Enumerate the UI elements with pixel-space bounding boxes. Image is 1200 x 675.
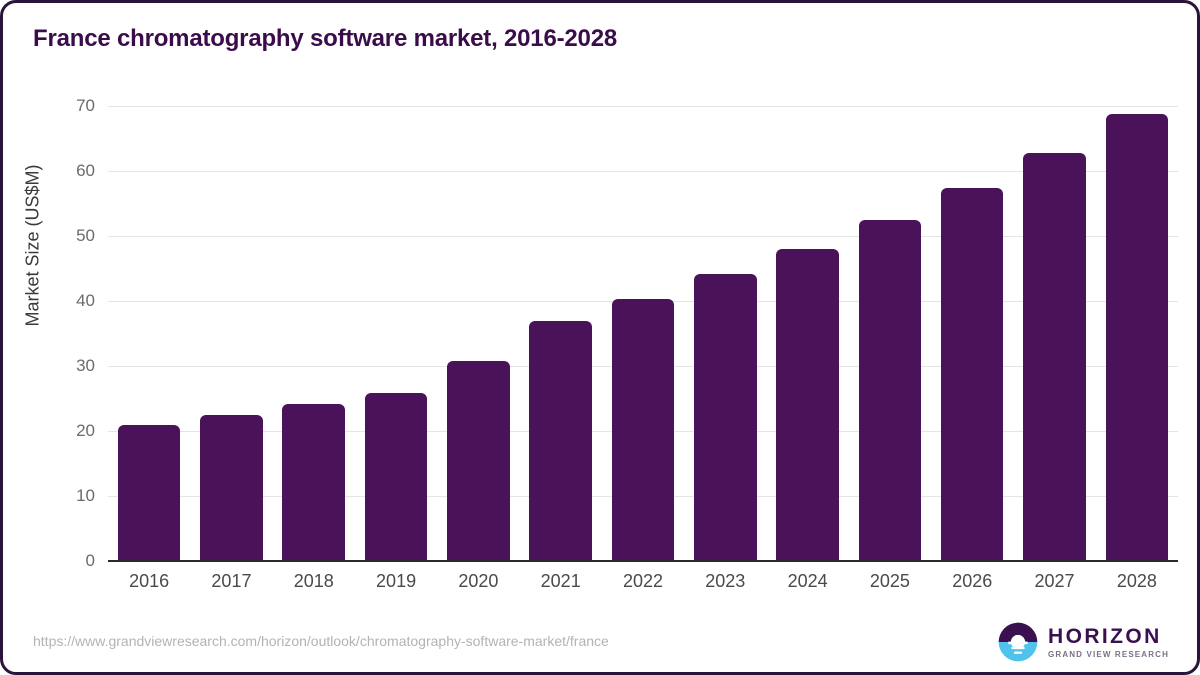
bar[interactable] <box>694 274 757 561</box>
horizon-logo[interactable]: HORIZON GRAND VIEW RESEARCH <box>997 621 1169 663</box>
y-axis-tick-label: 70 <box>76 96 95 115</box>
bar-slot <box>520 106 602 561</box>
x-axis-tick-label: 2022 <box>622 571 664 591</box>
x-axis-tick-label: 2020 <box>458 571 499 591</box>
bar-slot <box>355 106 437 561</box>
bar[interactable] <box>200 415 263 561</box>
bar[interactable] <box>1105 114 1169 561</box>
bar-slot <box>108 106 190 561</box>
bar[interactable] <box>1023 153 1086 561</box>
x-axis-tick-label: 2027 <box>1034 571 1075 591</box>
bar-slot <box>190 106 272 561</box>
bar[interactable] <box>364 392 428 561</box>
logo-wordmark: HORIZON <box>1048 624 1162 648</box>
bar-slot <box>437 106 519 561</box>
logo-tagline: GRAND VIEW RESEARCH <box>1048 649 1169 659</box>
page-title: France chromatography software market, 2… <box>33 25 617 52</box>
bar-slot <box>684 106 766 561</box>
x-axis-tick-label: 2026 <box>952 571 993 591</box>
bar-slot <box>931 106 1013 561</box>
bar[interactable] <box>529 321 592 561</box>
source-url[interactable]: https://www.grandviewresearch.com/horizo… <box>33 633 609 649</box>
bar-slot <box>602 106 684 561</box>
bar-slot <box>766 106 848 561</box>
bar[interactable] <box>940 187 1004 561</box>
bar-slot <box>1013 106 1095 561</box>
x-axis-tick-labels: 2016 2017 2018 2019 2020 2021 2022 2023 2024 2025… <box>108 571 1178 601</box>
bar[interactable] <box>282 404 346 561</box>
bar[interactable] <box>776 249 839 561</box>
x-axis-tick-label: 2024 <box>787 571 828 591</box>
x-axis-tick-label: 2023 <box>705 571 746 591</box>
bar[interactable] <box>611 299 675 561</box>
x-axis-tick-label: 2021 <box>540 571 581 591</box>
y-axis-tick-label: 10 <box>76 486 95 505</box>
bar-series <box>108 106 1178 561</box>
gridline <box>108 171 1178 172</box>
x-axis-tick-label: 2028 <box>1116 571 1157 591</box>
horizon-logo-icon <box>998 622 1038 662</box>
y-axis-tick-label: 30 <box>76 356 95 375</box>
bar-slot <box>849 106 931 561</box>
y-axis-tick-label: 50 <box>76 226 95 245</box>
bar-slot <box>273 106 355 561</box>
gridline <box>108 106 1178 107</box>
x-axis-tick-label: 2019 <box>376 571 417 591</box>
x-axis-tick-label: 2016 <box>129 571 170 591</box>
x-axis-tick-label: 2025 <box>869 571 910 591</box>
bar[interactable] <box>858 220 922 561</box>
x-axis-line <box>108 560 1178 562</box>
bar-slot <box>1096 106 1178 561</box>
y-axis-tick-label: 0 <box>85 551 95 570</box>
bar[interactable] <box>447 360 510 561</box>
bar[interactable] <box>117 425 181 561</box>
x-axis-tick-label: 2017 <box>211 571 252 591</box>
y-axis-tick-label: 40 <box>76 291 95 310</box>
gridline <box>108 236 1178 237</box>
y-axis-tick-label: 60 <box>76 161 95 180</box>
x-axis-tick-label: 2018 <box>293 571 334 591</box>
y-axis-tick-labels: 0 10 20 30 40 50 60 70 <box>3 96 95 570</box>
y-axis-tick-label: 20 <box>76 421 95 440</box>
horizon-logo-text: HORIZON GRAND VIEW RESEARCH <box>1048 626 1169 659</box>
